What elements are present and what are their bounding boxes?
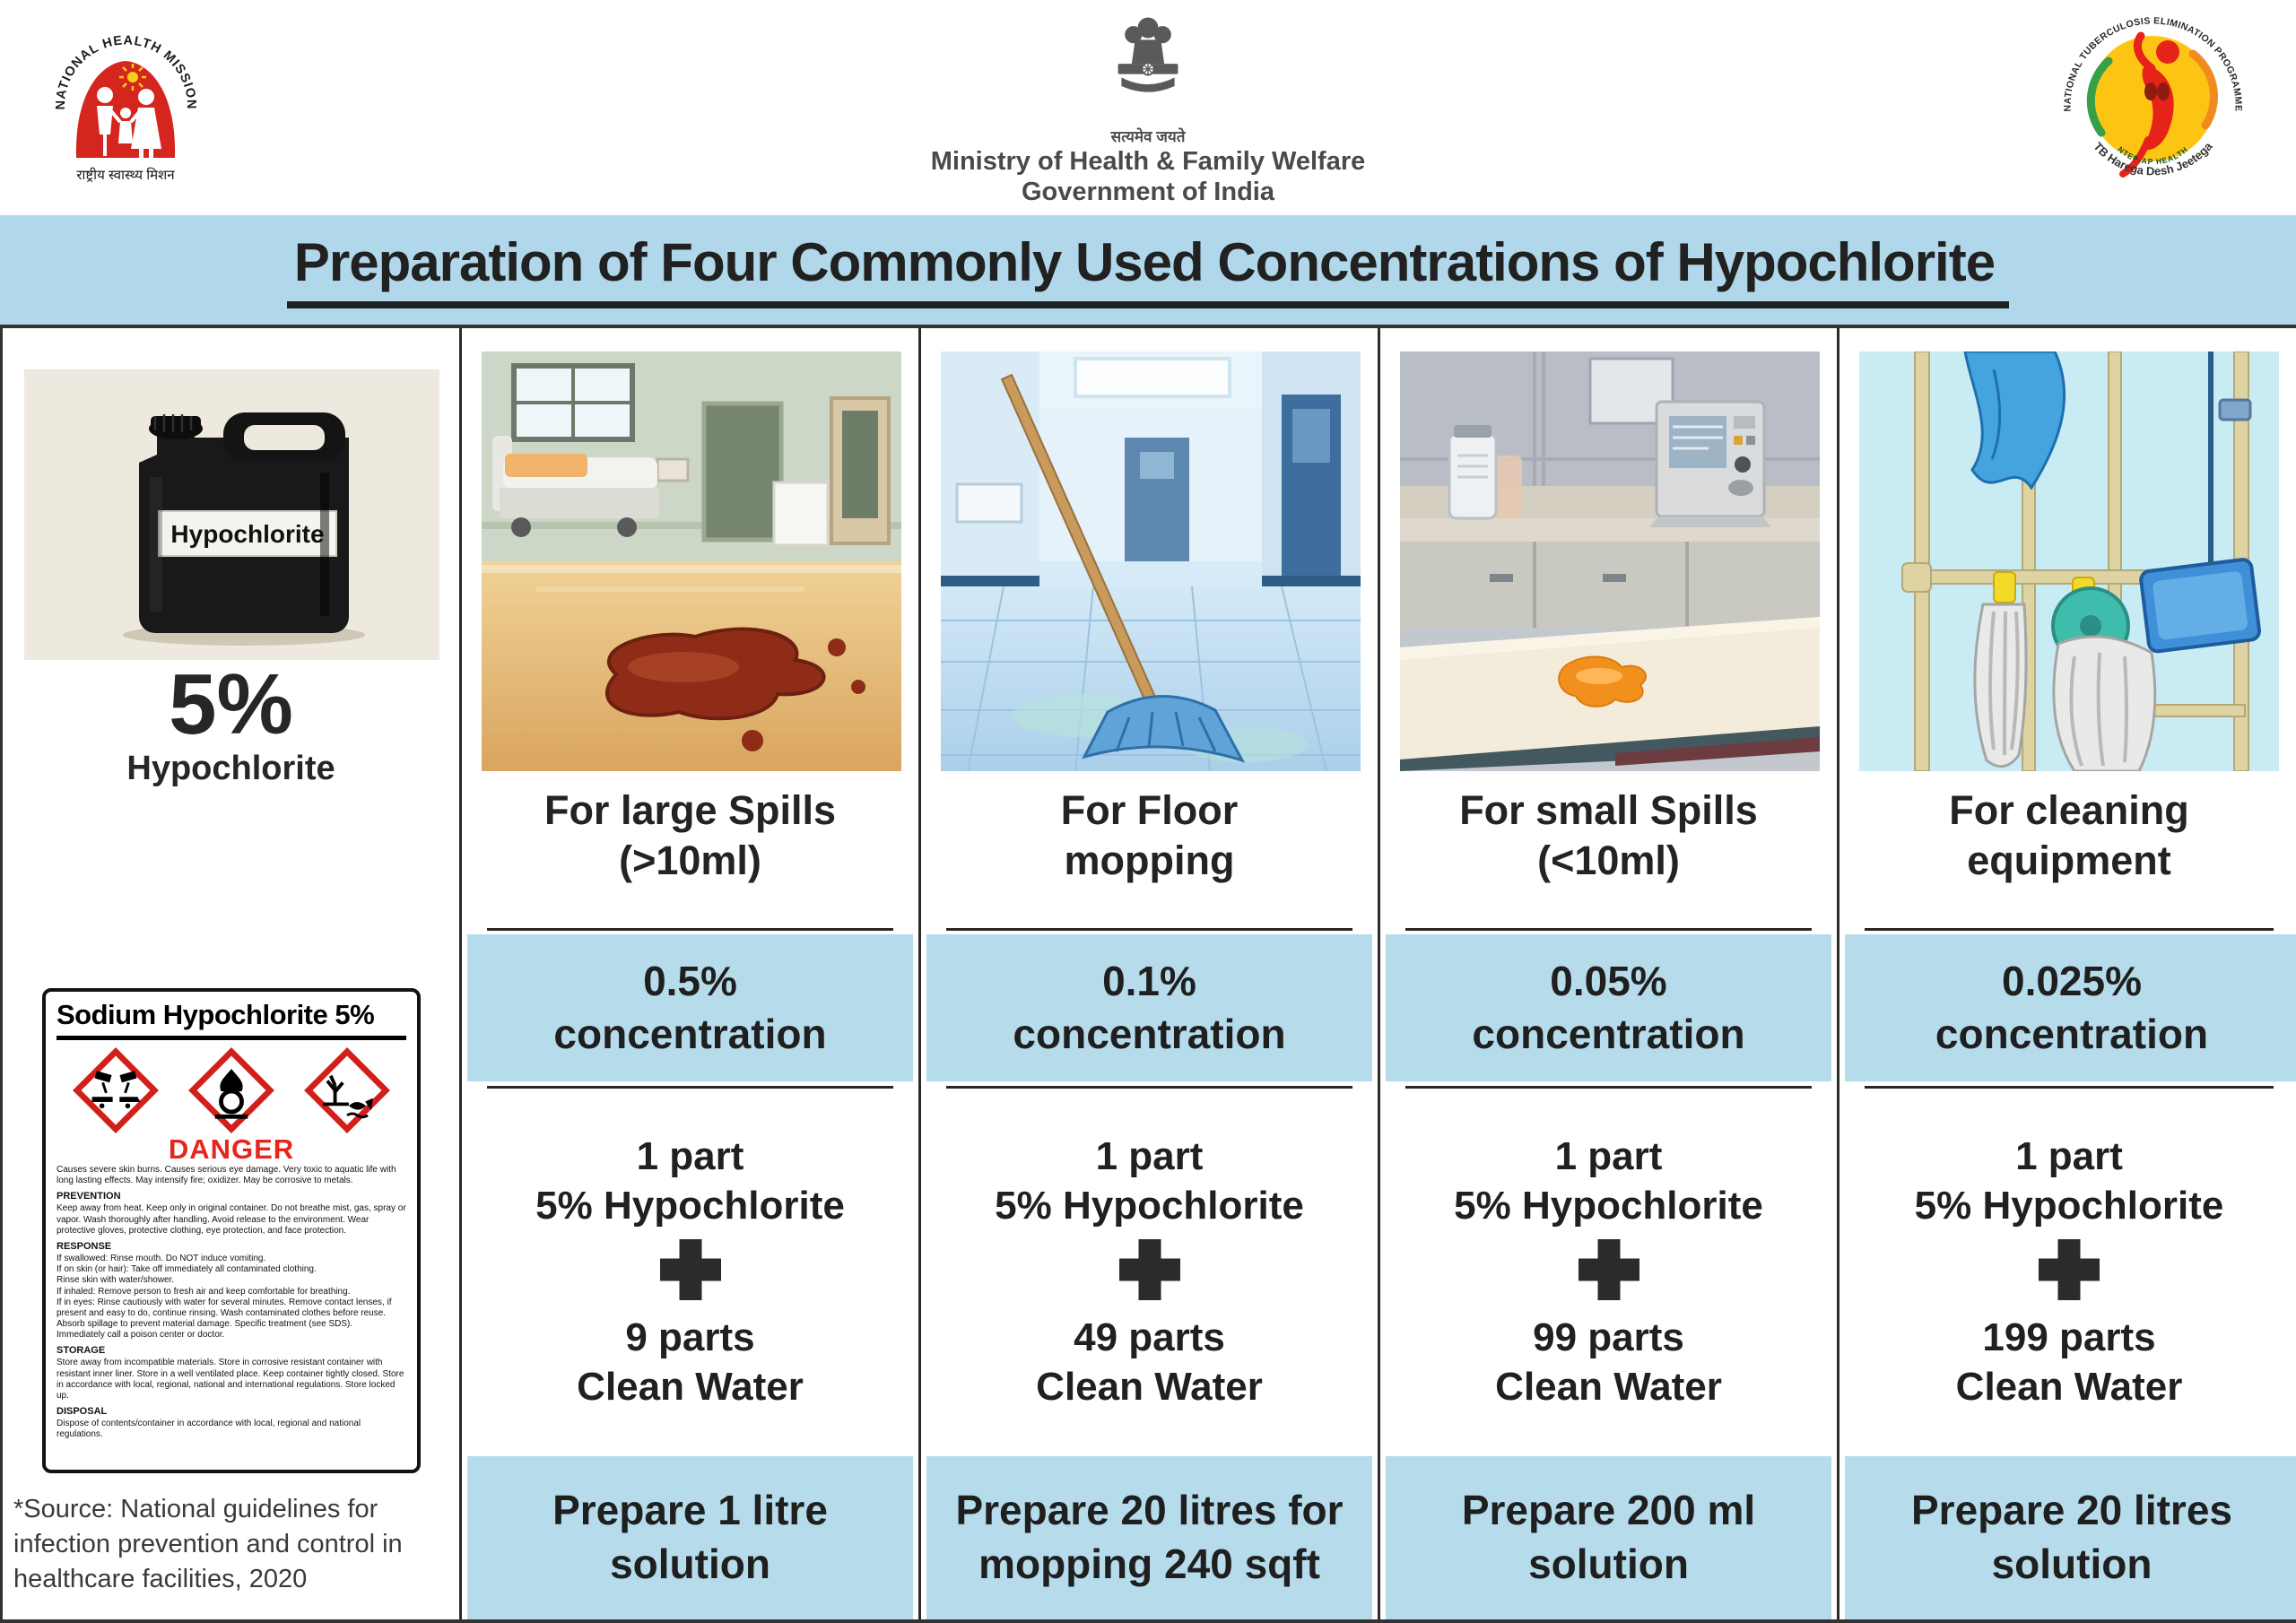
ghs-environment-icon bbox=[303, 1047, 390, 1133]
column-floor-mopping: For Floor mopping 0.1% concentration 1 p… bbox=[921, 328, 1380, 1619]
page-title: Preparation of Four Commonly Used Concen… bbox=[286, 231, 2010, 308]
blood-puddle bbox=[604, 627, 865, 751]
mopping-illustration bbox=[941, 352, 1361, 771]
mix-part-hypochlorite: 1 part 5% Hypochlorite bbox=[1914, 1134, 2224, 1228]
mop bbox=[1000, 373, 1246, 763]
ntep-logo: NATIONAL TUBERCULOSIS ELIMINATION PROGRA… bbox=[2062, 15, 2243, 178]
mix-part-hypochlorite: 1 part 5% Hypochlorite bbox=[535, 1134, 845, 1228]
nhm-sun-icon bbox=[119, 64, 146, 91]
lab-spill-illustration bbox=[1400, 352, 1820, 771]
plus-icon bbox=[1119, 1239, 1180, 1300]
prevention-heading: PREVENTION bbox=[57, 1191, 121, 1202]
divider-line bbox=[946, 1086, 1352, 1089]
concentration-band: 0.5% concentration bbox=[467, 934, 913, 1081]
photo-floor-mopping bbox=[941, 352, 1361, 771]
source-note: *Source: National guidelines for infecti… bbox=[13, 1495, 403, 1594]
orange-spill bbox=[1558, 655, 1647, 707]
mix-part-water: 9 parts Clean Water bbox=[577, 1315, 804, 1409]
rack-clamp bbox=[2218, 398, 2252, 421]
storage-heading: STORAGE bbox=[57, 1345, 106, 1357]
ghs-pictograms bbox=[57, 1040, 406, 1135]
concentration-table: Hypochlorite 5% Hypochlorite Sodium Hypo… bbox=[0, 325, 2296, 1623]
prepare-band: Prepare 20 litres for mopping 240 sqft bbox=[926, 1456, 1372, 1619]
disposal-text: Dispose of contents/container in accorda… bbox=[57, 1419, 361, 1440]
ministry-name: Ministry of Health & Family Welfare bbox=[930, 147, 1366, 176]
disposal-heading: DISPOSAL bbox=[57, 1406, 108, 1418]
bottle-illustration: Hypochlorite bbox=[24, 369, 439, 660]
ghs-corrosive-icon bbox=[73, 1047, 160, 1133]
divider-line bbox=[1865, 928, 2274, 931]
use-case: For Floor mopping bbox=[1060, 787, 1239, 884]
response-heading: RESPONSE bbox=[57, 1240, 112, 1252]
concentration-band: 0.1% concentration bbox=[926, 934, 1372, 1081]
prepare-band: Prepare 1 litre solution bbox=[467, 1456, 913, 1619]
prevention-text: Keep away from heat. Keep only in origin… bbox=[57, 1203, 406, 1236]
photo-large-spill bbox=[482, 352, 901, 771]
ashoka-emblem-icon bbox=[1118, 17, 1178, 92]
mix-part-water: 99 parts Clean Water bbox=[1495, 1315, 1722, 1409]
photo-small-spill bbox=[1400, 352, 1820, 771]
storage-text: Store away from incompatible materials. … bbox=[57, 1358, 404, 1401]
mix-part-water: 49 parts Clean Water bbox=[1036, 1315, 1263, 1409]
divider-line bbox=[1405, 928, 1812, 931]
divider-line bbox=[1865, 1086, 2274, 1089]
divider-line bbox=[487, 1086, 893, 1089]
dustpan bbox=[2139, 558, 2262, 654]
column-large-spills: For large Spills (>10ml) 0.5% concentrat… bbox=[462, 328, 921, 1619]
prepare-band: Prepare 20 litres solution bbox=[1845, 1456, 2296, 1619]
concentration-band: 0.025% concentration bbox=[1845, 934, 2296, 1081]
use-case: For large Spills (>10ml) bbox=[544, 787, 837, 884]
use-case: For cleaning equipment bbox=[1949, 787, 2189, 884]
plus-icon bbox=[1578, 1239, 1639, 1300]
nhm-logo: NATIONAL HEALTH MISSION राष्ट्रीय स्वास्… bbox=[54, 33, 197, 183]
ntep-green-arc bbox=[2086, 56, 2113, 137]
column-cleaning-equipment: For cleaning equipment 0.025% concentrat… bbox=[1839, 328, 2296, 1619]
divider-line bbox=[487, 928, 893, 931]
concentration-band: 0.05% concentration bbox=[1386, 934, 1831, 1081]
bottle-label-text: Hypochlorite bbox=[170, 520, 324, 548]
column-stock-solution: Hypochlorite 5% Hypochlorite Sodium Hypo… bbox=[3, 328, 462, 1619]
nhm-family-figures bbox=[97, 87, 161, 158]
prepare-band: Prepare 200 ml solution bbox=[1386, 1456, 1831, 1619]
mix-part-hypochlorite: 1 part 5% Hypochlorite bbox=[995, 1134, 1304, 1228]
equipment-rack-illustration bbox=[1859, 352, 2279, 771]
hazard-statements: Causes severe skin burns. Causes serious… bbox=[57, 1165, 396, 1186]
response-text: If swallowed: Rinse mouth. Do NOT induce… bbox=[57, 1253, 392, 1341]
mix-part-water: 199 parts Clean Water bbox=[1955, 1315, 2183, 1409]
nhm-hindi-text: राष्ट्रीय स्वास्थ्य मिशन bbox=[76, 167, 175, 183]
divider-line bbox=[1405, 1086, 1812, 1089]
hospital-bed bbox=[492, 436, 659, 537]
use-case: For small Spills (<10ml) bbox=[1459, 787, 1758, 884]
header: NATIONAL HEALTH MISSION राष्ट्रीय स्वास्… bbox=[0, 0, 2296, 215]
blue-cloth bbox=[1963, 352, 2066, 490]
government-name: Government of India bbox=[1022, 178, 1274, 207]
mix-part-hypochlorite: 1 part 5% Hypochlorite bbox=[1454, 1134, 1763, 1228]
hazard-label-title: Sodium Hypochlorite 5% bbox=[57, 999, 406, 1040]
mop-heads bbox=[1973, 571, 2157, 771]
ntep-orange-arc bbox=[2188, 49, 2218, 130]
blood-spill-illustration bbox=[482, 352, 901, 771]
stock-strength: 5% bbox=[169, 656, 293, 752]
column-small-spills: For small Spills (<10ml) 0.05% concentra… bbox=[1380, 328, 1839, 1619]
stock-strength-label: Hypochlorite bbox=[126, 750, 335, 787]
plus-icon bbox=[2039, 1239, 2100, 1300]
signal-word: DANGER bbox=[168, 1133, 295, 1165]
emblem-motto: सत्यमेव जयते bbox=[1110, 128, 1186, 145]
plus-icon bbox=[660, 1239, 721, 1300]
hazard-label: Sodium Hypochlorite 5% bbox=[42, 988, 421, 1473]
photo-cleaning-equipment bbox=[1859, 352, 2279, 771]
ntep-figure bbox=[2119, 31, 2179, 178]
analyzer-device bbox=[1649, 400, 1771, 527]
jerrycan-icon: Hypochlorite bbox=[123, 412, 365, 646]
ministry-block: सत्यमेव जयते Ministry of Health & Family… bbox=[0, 9, 2296, 207]
divider-line bbox=[946, 928, 1352, 931]
ghs-oxidizer-icon bbox=[188, 1047, 274, 1133]
title-banner: Preparation of Four Commonly Used Concen… bbox=[0, 215, 2296, 325]
